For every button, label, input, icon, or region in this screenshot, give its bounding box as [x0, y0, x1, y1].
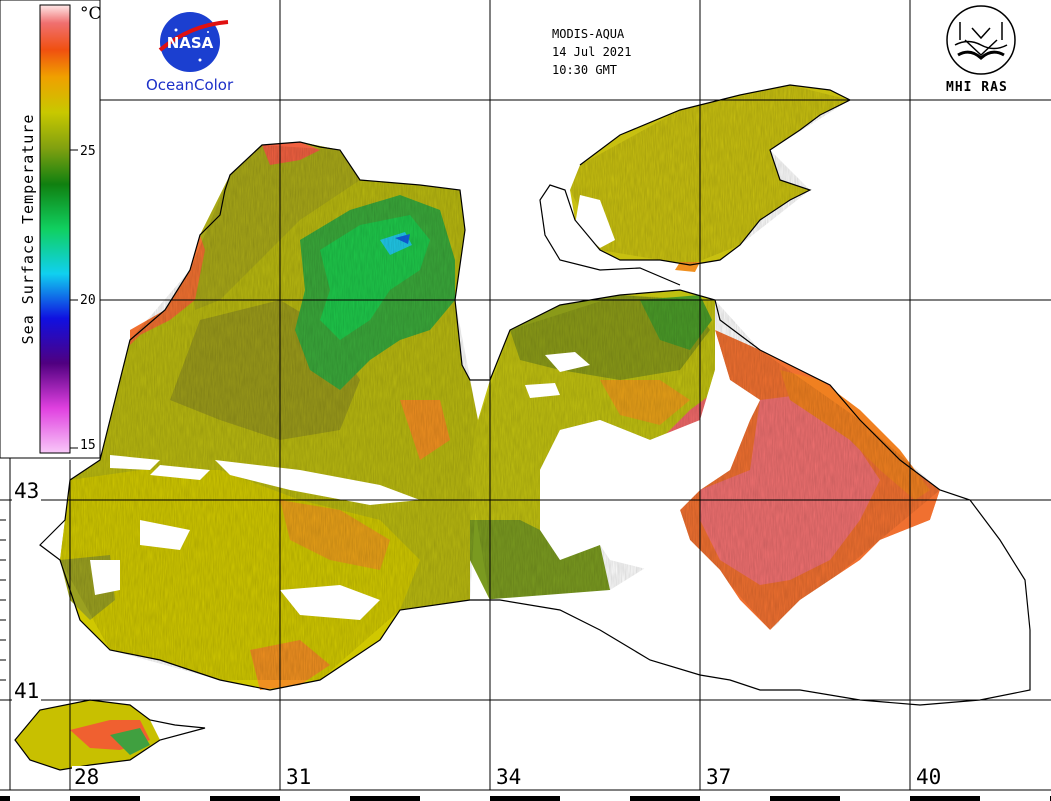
image-date: 14 Jul 2021 — [552, 45, 632, 59]
sst-marmara-green — [110, 728, 150, 755]
colorbar-tick-15: 15 — [80, 438, 96, 453]
lat-label-43: 43 — [12, 479, 42, 503]
mhi-ras-label: MHI RAS — [946, 80, 1008, 95]
lon-label-34: 34 — [494, 765, 524, 789]
lat-label-41: 41 — [12, 679, 42, 703]
lon-label-37: 37 — [704, 765, 734, 789]
lon-label-28: 28 — [72, 765, 102, 789]
lon-label-40: 40 — [914, 765, 944, 789]
colorbar-gradient — [39, 4, 71, 454]
colorbar — [0, 0, 101, 459]
satellite-name: MODIS-AQUA — [552, 27, 625, 41]
nasa-badge-text: NASA — [167, 34, 214, 52]
image-time: 10:30 GMT — [552, 63, 618, 77]
mhi-logo — [946, 5, 1016, 75]
lon-label-31: 31 — [284, 765, 314, 789]
colorbar-unit: °C — [80, 4, 102, 24]
nasa-logo: NASA — [158, 12, 229, 72]
colorbar-tick-20: 20 — [80, 293, 96, 308]
colorbar-tick-25: 25 — [80, 144, 96, 159]
left-ruler — [0, 458, 11, 790]
colorbar-title: Sea Surface Temperature — [19, 113, 37, 345]
oceancolor-label: OceanColor — [146, 76, 234, 94]
cloud-masks — [90, 195, 1030, 690]
bottom-ruler — [0, 789, 1051, 801]
